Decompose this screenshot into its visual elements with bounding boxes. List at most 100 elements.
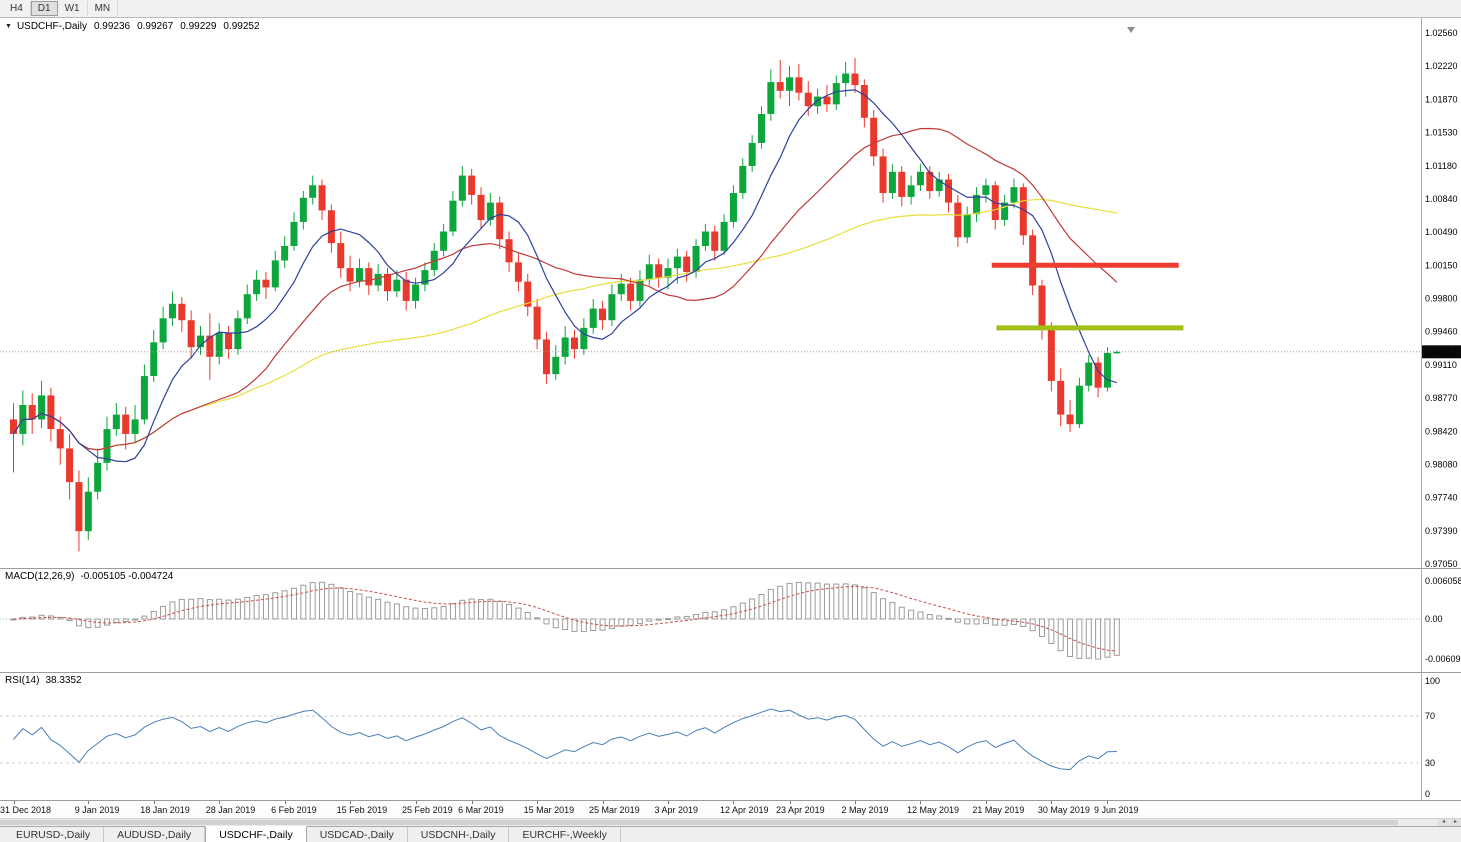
candle-body[interactable] (599, 308, 607, 321)
candle-body[interactable] (571, 337, 578, 350)
candle-body[interactable] (627, 283, 635, 301)
candle-body[interactable] (449, 200, 457, 232)
candle-body[interactable] (103, 429, 111, 463)
candle-body[interactable] (94, 462, 102, 492)
candle-body[interactable] (673, 256, 681, 269)
candle-body[interactable] (38, 395, 46, 420)
rsi-panel[interactable]: 100 70 30 0 RSI(14) 38.3352 (0, 672, 1461, 800)
candle-body[interactable] (159, 318, 167, 343)
candle-body[interactable] (963, 214, 971, 238)
candle-body[interactable] (281, 246, 289, 261)
candle-body[interactable] (75, 482, 83, 532)
candle-body[interactable] (402, 279, 410, 301)
candle-body[interactable] (683, 256, 691, 272)
candle-body[interactable] (888, 171, 896, 193)
chevron-down-icon[interactable]: ▼ (5, 23, 12, 30)
candle-body[interactable] (636, 279, 644, 301)
candle-body[interactable] (365, 268, 373, 286)
candle-body[interactable] (10, 419, 17, 434)
candle-body[interactable] (711, 231, 719, 251)
candle-body[interactable] (786, 77, 794, 91)
candle-body[interactable] (916, 171, 924, 186)
candle-body[interactable] (804, 92, 812, 107)
candle-body[interactable] (384, 273, 391, 292)
macd-panel[interactable]: 0.006058 0.00 -0.006096 MACD(12,26,9) -0.00… (0, 568, 1461, 672)
chart-shift-marker-icon[interactable] (1127, 27, 1135, 33)
candle-body[interactable] (898, 171, 906, 197)
candle-body[interactable] (739, 166, 747, 193)
candle-body[interactable] (47, 395, 55, 430)
main-chart-panel[interactable]: 1.02560 1.02220 1.01870 1.01530 1.01180 1.008… (0, 18, 1461, 568)
candle-body[interactable] (1103, 352, 1111, 388)
candle-body[interactable] (84, 491, 92, 532)
chart-tab-usdchf-daily[interactable]: USDCHF-,Daily (205, 826, 307, 842)
candle-body[interactable] (814, 96, 822, 107)
candle-body[interactable] (421, 270, 429, 285)
candle-body[interactable] (982, 185, 990, 195)
candle-body[interactable] (112, 414, 120, 430)
candle-body[interactable] (215, 332, 223, 357)
chart-tab-usdcad-daily[interactable]: USDCAD-,Daily (307, 827, 408, 842)
timeframe-button-w1[interactable]: W1 (58, 1, 88, 16)
candle-body[interactable] (860, 85, 868, 118)
candle-body[interactable] (131, 419, 139, 434)
candle-body[interactable] (1075, 385, 1083, 425)
candle-body[interactable] (327, 210, 335, 244)
candle-body[interactable] (253, 279, 261, 295)
candle-body[interactable] (842, 73, 850, 84)
candle-body[interactable] (542, 339, 550, 375)
candle-body[interactable] (608, 294, 616, 321)
candle-body[interactable] (374, 273, 382, 286)
candle-body[interactable] (309, 185, 317, 198)
timeframe-button-mn[interactable]: MN (88, 1, 119, 16)
candle-body[interactable] (393, 279, 401, 292)
candle-body[interactable] (767, 82, 775, 114)
candle-body[interactable] (1047, 329, 1055, 381)
candle-body[interactable] (234, 318, 242, 350)
candle-body[interactable] (870, 117, 878, 157)
candle-body[interactable] (701, 231, 709, 247)
candle-body[interactable] (150, 342, 158, 376)
candle-body[interactable] (1029, 235, 1037, 286)
candle-body[interactable] (907, 185, 915, 197)
candle-body[interactable] (178, 303, 186, 321)
candle-body[interactable] (225, 332, 233, 350)
candle-body[interactable] (458, 175, 466, 201)
candle-body[interactable] (477, 194, 485, 220)
candle-body[interactable] (561, 337, 569, 357)
candle-body[interactable] (66, 448, 74, 483)
candle-body[interactable] (122, 414, 130, 434)
candle-body[interactable] (206, 335, 214, 357)
candle-body[interactable] (664, 268, 672, 278)
candle-body[interactable] (729, 193, 737, 222)
candle-body[interactable] (580, 327, 588, 350)
candle-body[interactable] (243, 294, 251, 319)
candle-body[interactable] (926, 171, 934, 192)
chart-tab-audusd-daily[interactable]: AUDUSD-,Daily (104, 827, 206, 842)
candle-body[interactable] (271, 260, 279, 288)
candle-body[interactable] (505, 239, 513, 263)
candle-body[interactable] (1066, 414, 1074, 425)
candle-body[interactable] (1113, 351, 1121, 354)
candle-body[interactable] (748, 142, 756, 166)
candle-body[interactable] (823, 96, 831, 105)
chart-tab-usdcnh-daily[interactable]: USDCNH-,Daily (408, 827, 510, 842)
candle-body[interactable] (440, 231, 448, 251)
candle-body[interactable] (197, 335, 204, 348)
candle-body[interactable] (692, 246, 700, 272)
chart-tab-eurchf-weekly[interactable]: EURCHF-,Weekly (509, 827, 621, 842)
candle-body[interactable] (514, 262, 522, 282)
candle-body[interactable] (533, 306, 541, 340)
candle-body[interactable] (758, 114, 765, 143)
candle-body[interactable] (496, 202, 504, 240)
timeframe-button-h4[interactable]: H4 (3, 1, 31, 16)
candle-body[interactable] (355, 268, 363, 282)
candle-body[interactable] (412, 284, 420, 301)
macd-chart[interactable]: 0.006058 0.00 -0.006096 (0, 569, 1461, 672)
candle-body[interactable] (486, 202, 494, 220)
candle-body[interactable] (945, 179, 952, 203)
candle-body[interactable] (346, 268, 354, 282)
scroll-right-icon[interactable]: ▸ (1450, 819, 1461, 826)
candle-body[interactable] (655, 264, 663, 278)
candle-body[interactable] (1085, 362, 1093, 386)
